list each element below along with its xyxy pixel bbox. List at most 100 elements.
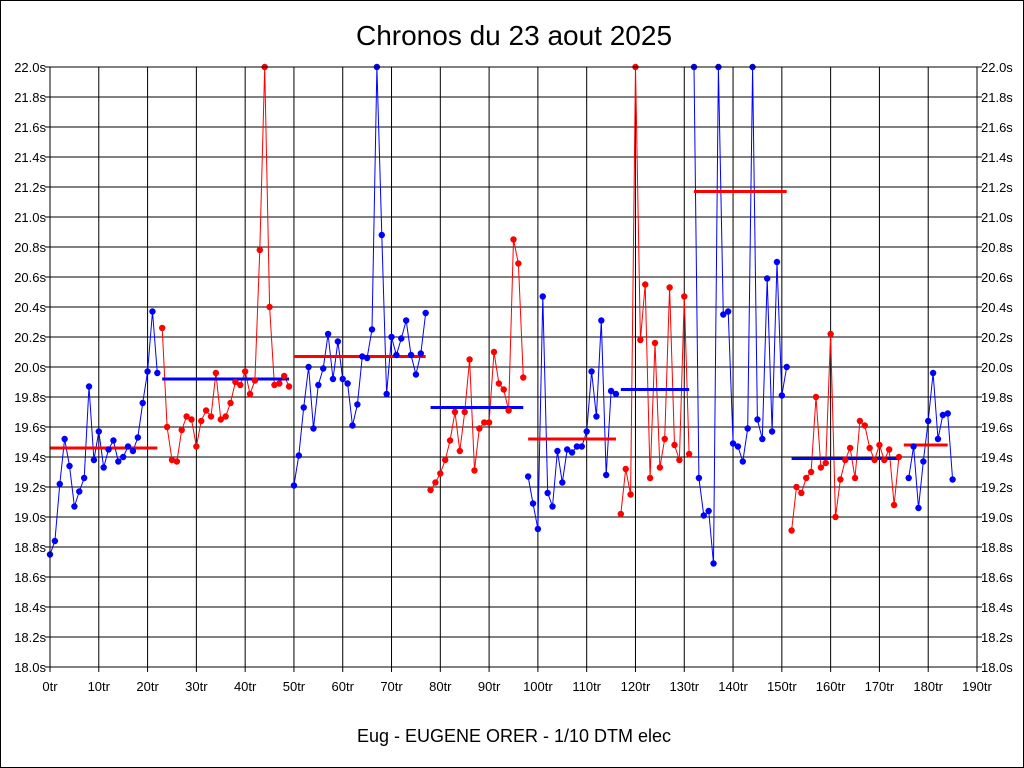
y-tick-label-right: 20.2s	[981, 330, 1013, 345]
data-point	[837, 476, 844, 483]
y-tick-label-left: 19.2s	[14, 480, 46, 495]
data-point	[412, 371, 420, 378]
data-point	[603, 471, 610, 479]
data-point	[612, 390, 620, 398]
data-point	[163, 423, 171, 431]
data-point	[583, 428, 590, 435]
data-point	[407, 351, 415, 359]
data-point	[388, 333, 395, 341]
data-point	[642, 281, 649, 288]
data-point	[110, 437, 117, 444]
data-point	[646, 474, 654, 482]
series-line-2	[161, 66, 290, 463]
data-point	[378, 231, 385, 239]
data-point	[271, 381, 278, 389]
data-point	[656, 464, 664, 471]
y-tick-label-right: 22.0s	[981, 60, 1013, 75]
data-point	[402, 317, 410, 324]
data-point	[934, 435, 942, 443]
data-point	[578, 443, 586, 450]
data-point	[266, 303, 273, 311]
data-point	[915, 504, 922, 512]
data-point	[471, 467, 478, 474]
y-tick-label-left: 21.8s	[14, 90, 46, 105]
data-point	[905, 474, 912, 482]
data-point	[437, 470, 444, 477]
data-point	[95, 428, 102, 435]
data-point	[290, 482, 298, 489]
y-axis-left-labels: 18.0s 18.2s 18.4s 18.6s 18.8s 19.0s 19.2s 19.4s…	[14, 60, 46, 675]
data-point	[349, 422, 356, 429]
x-tick-label: 20tr	[136, 679, 159, 694]
data-point	[754, 416, 761, 423]
data-point	[827, 330, 834, 338]
data-point	[105, 446, 112, 453]
y-tick-label-left: 20.4s	[14, 300, 46, 315]
data-point	[920, 458, 927, 465]
y-tick-label-left: 21.6s	[14, 120, 46, 135]
data-point	[51, 537, 59, 545]
y-tick-label-left: 22.0s	[14, 60, 46, 75]
data-point	[661, 435, 668, 443]
y-tick-label-right: 20.0s	[981, 360, 1013, 375]
series-line-9	[908, 372, 954, 509]
series-lines	[49, 66, 954, 564]
y-tick-label-left: 20.6s	[14, 270, 46, 285]
data-point	[188, 416, 195, 423]
data-point	[895, 453, 903, 461]
data-point	[427, 486, 434, 494]
data-point	[890, 501, 898, 509]
data-point	[339, 375, 346, 383]
y-tick-label-left: 18.2s	[14, 630, 46, 645]
data-point	[432, 479, 439, 486]
y-tick-label-left: 18.6s	[14, 570, 46, 585]
data-point	[183, 413, 190, 420]
data-point	[500, 386, 507, 393]
data-point	[720, 311, 727, 318]
data-point	[812, 393, 820, 401]
data-point	[598, 317, 605, 324]
y-tick-label-left: 18.4s	[14, 600, 46, 615]
data-point	[798, 489, 805, 497]
data-point	[124, 443, 132, 450]
x-tick-label: 40tr	[234, 679, 257, 694]
data-point	[241, 368, 249, 375]
x-tick-label: 0tr	[42, 679, 58, 694]
series-line-7	[693, 66, 788, 564]
data-point	[461, 408, 468, 416]
x-tick-label: 80tr	[429, 679, 452, 694]
data-point	[637, 336, 644, 344]
data-point	[354, 401, 361, 408]
data-point	[154, 369, 161, 377]
data-point	[178, 426, 185, 434]
data-point	[100, 464, 107, 471]
data-point	[456, 447, 464, 455]
y-tick-label-right: 18.0s	[981, 660, 1013, 675]
data-point	[56, 480, 63, 488]
data-point	[925, 417, 932, 425]
data-point	[305, 363, 312, 371]
data-point	[773, 258, 781, 266]
data-point	[320, 365, 327, 372]
y-tick-label-right: 18.4s	[981, 600, 1013, 615]
y-tick-label-left: 19.0s	[14, 510, 46, 525]
data-point	[446, 437, 454, 444]
x-tick-label: 140tr	[718, 679, 748, 694]
data-point	[842, 456, 849, 464]
data-point	[485, 419, 493, 426]
data-point	[280, 372, 288, 380]
data-point	[929, 369, 937, 377]
chart-footer: Eug - EUGENE ORER - 1/10 DTM elec	[357, 726, 671, 746]
data-point	[76, 488, 83, 495]
data-point	[724, 308, 732, 315]
data-point	[524, 473, 532, 480]
data-point	[622, 465, 629, 473]
data-point	[851, 474, 859, 482]
y-tick-label-right: 21.4s	[981, 150, 1013, 165]
data-point	[476, 425, 483, 432]
y-tick-label-left: 18.8s	[14, 540, 46, 555]
data-point	[217, 416, 224, 423]
data-point	[451, 408, 459, 416]
